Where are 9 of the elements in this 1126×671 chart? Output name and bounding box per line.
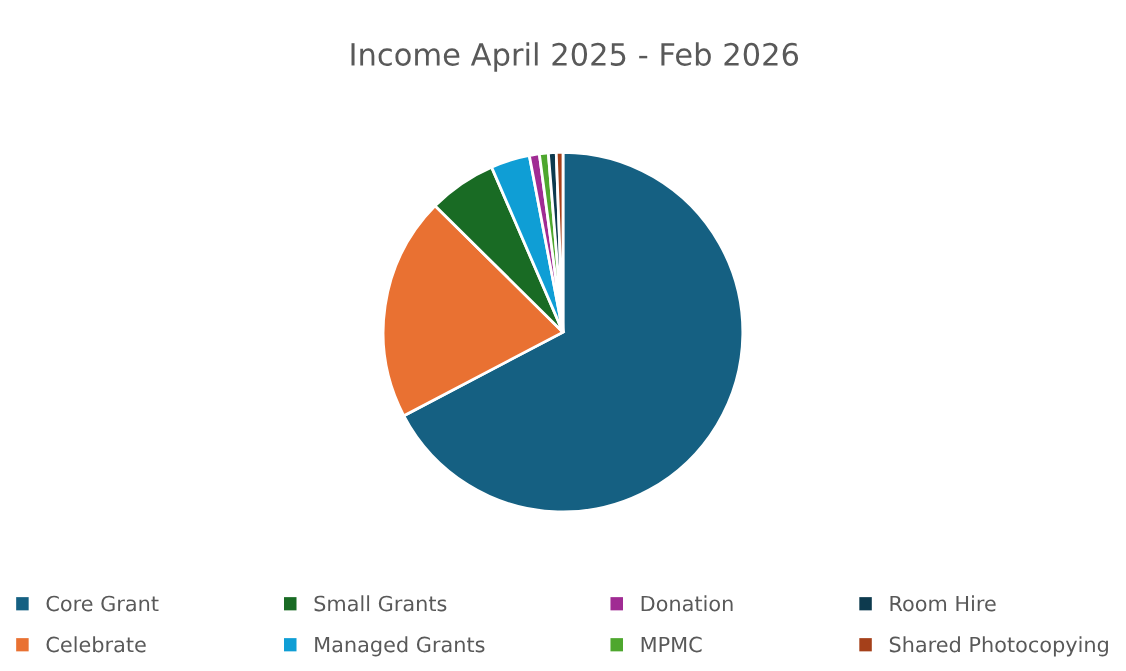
legend-label: Donation xyxy=(641,595,733,612)
chart-title: Income April 2025 - Feb 2026 xyxy=(351,42,799,72)
legend-label: Core Grant xyxy=(46,595,159,612)
legend-label: Celebrate xyxy=(46,636,146,653)
legend-label: Small Grants xyxy=(314,595,447,612)
legend-label: Room Hire xyxy=(890,595,996,612)
legend-label: Managed Grants xyxy=(315,636,485,657)
legend-label: Shared Photocopying xyxy=(889,636,1108,657)
legend-label: MPMC xyxy=(641,636,702,653)
